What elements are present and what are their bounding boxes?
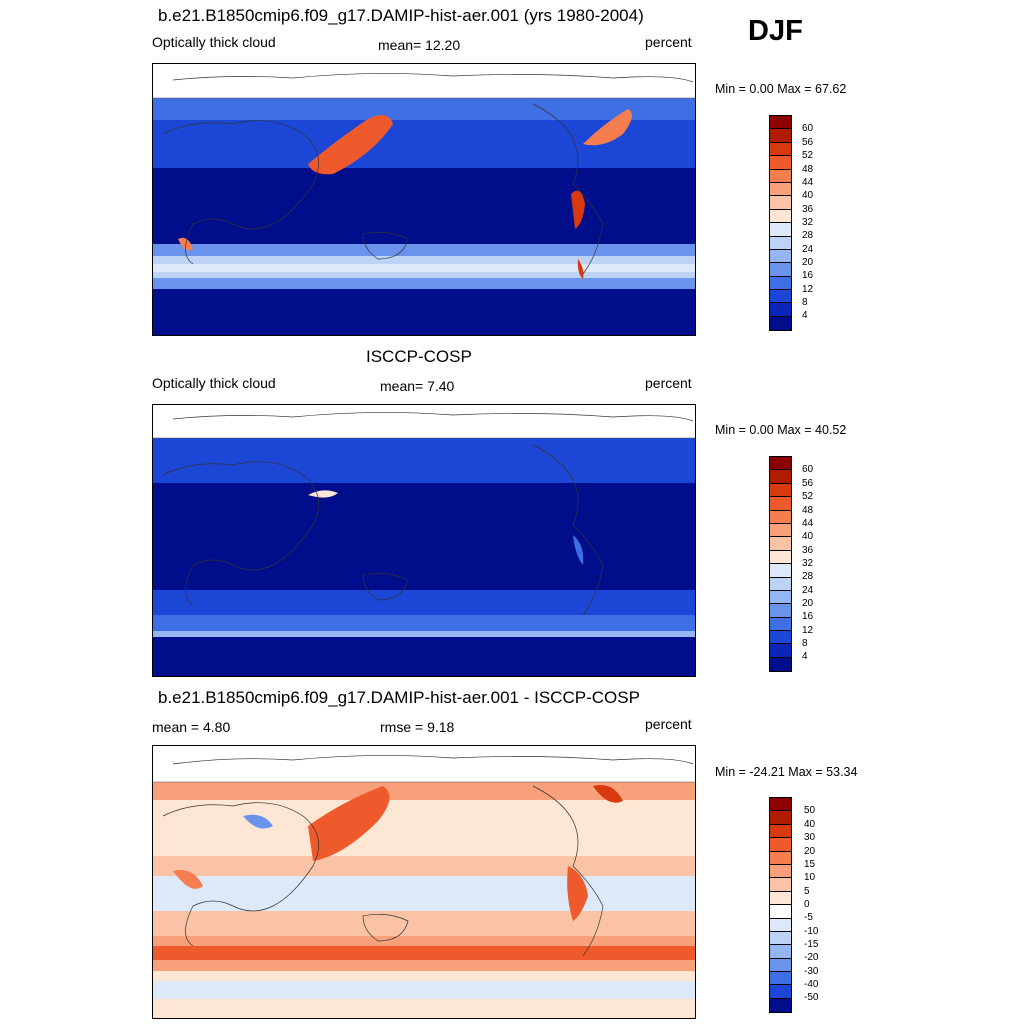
cb3-label: 50 [804,805,816,816]
cb2-label: 48 [802,505,814,516]
cb1-label: 32 [802,217,814,228]
panel3-units-label: percent [645,716,692,732]
cb2-label: 52 [802,491,814,502]
cb2-label: 36 [802,545,814,556]
cb1-label: 8 [802,297,808,308]
cb1-label: 48 [802,164,814,175]
panel2-map [152,404,696,677]
cb3-label: -15 [804,939,819,950]
cb3-label: 5 [804,886,810,897]
cb1-label: 16 [802,270,814,281]
cb3-label: -20 [804,952,819,963]
panel2-minmax-label: Min = 0.00 Max = 40.52 [715,423,847,437]
panel2-units-label: percent [645,375,692,391]
cb3-label: -50 [804,992,819,1003]
cb2-label: 44 [802,518,814,529]
cb2-label: 24 [802,585,814,596]
panel2-variable-label: Optically thick cloud [152,375,276,391]
panel3-colorbar [769,797,792,1013]
cb2-label: 20 [802,598,814,609]
panel2-title: ISCCP-COSP [366,347,472,366]
cb1-label: 40 [802,190,814,201]
cb3-label: 15 [804,859,816,870]
panel1-map [152,63,696,336]
panel1-colorbar [769,115,792,331]
cb1-label: 60 [802,123,814,134]
panel1-mean-label: mean= 12.20 [378,37,461,53]
cb1-label: 20 [802,257,814,268]
panel1-units-label: percent [645,34,692,50]
panel3-minmax-label: Min = -24.21 Max = 53.34 [715,765,858,779]
panel3-mean-label: mean = 4.80 [152,719,231,735]
cb3-label: 30 [804,832,816,843]
cb1-label: 56 [802,137,814,148]
season-label: DJF [748,15,803,47]
cb1-label: 52 [802,150,814,161]
cb3-label: -5 [804,912,813,923]
panel3-map [152,745,696,1019]
cb1-label: 12 [802,284,814,295]
panel2-mean-label: mean= 7.40 [380,378,455,394]
cb1-label: 4 [802,310,808,321]
cb1-label: 28 [802,230,814,241]
panel1-variable-label: Optically thick cloud [152,34,276,50]
cb2-label: 12 [802,625,814,636]
cb2-label: 16 [802,611,814,622]
cb2-label: 28 [802,571,814,582]
cb3-label: -40 [804,979,819,990]
cb2-label: 8 [802,638,808,649]
cb1-label: 24 [802,244,814,255]
cb1-label: 44 [802,177,814,188]
panel1-minmax-label: Min = 0.00 Max = 67.62 [715,82,847,96]
cb1-label: 36 [802,204,814,215]
cb2-label: 40 [802,531,814,542]
cb2-label: 4 [802,651,808,662]
panel1-title: b.e21.B1850cmip6.f09_g17.DAMIP-hist-aer.… [158,6,644,25]
panel2-colorbar [769,456,792,672]
panel3-title: b.e21.B1850cmip6.f09_g17.DAMIP-hist-aer.… [158,688,640,707]
cb2-label: 56 [802,478,814,489]
cb3-label: -10 [804,926,819,937]
cb2-label: 32 [802,558,814,569]
cb3-label: 40 [804,819,816,830]
cb3-label: 20 [804,846,816,857]
cb2-label: 60 [802,464,814,475]
cb3-label: -30 [804,966,819,977]
panel3-rmse-label: rmse = 9.18 [380,719,455,735]
cb3-label: 10 [804,872,816,883]
cb3-label: 0 [804,899,810,910]
